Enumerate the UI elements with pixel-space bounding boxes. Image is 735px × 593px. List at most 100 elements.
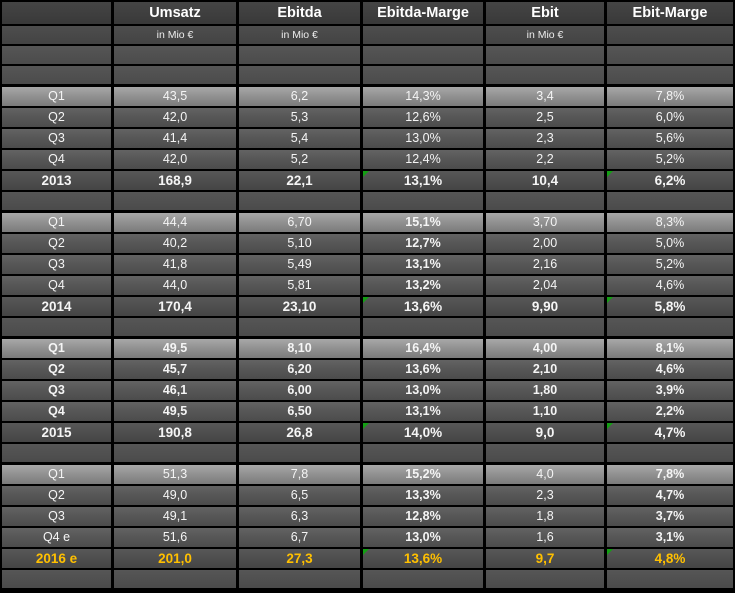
data-cell — [486, 318, 604, 336]
cell-text: Q1 — [48, 341, 65, 356]
cell-text: 5,81 — [287, 278, 312, 293]
data-cell: 10,4 — [486, 171, 604, 190]
row-label-cell: Q1 — [2, 339, 111, 358]
unit-label-cell — [363, 26, 483, 44]
data-cell — [239, 444, 360, 462]
cell-text: in Mio € — [281, 28, 318, 41]
row-label-cell: 2014 — [2, 297, 111, 316]
cell-text: 13,0% — [405, 530, 441, 545]
quarter-row: Q3 41,8 5,49 13,1% 2,16 5,2% — [2, 255, 733, 276]
data-cell: 4,7% — [607, 423, 733, 442]
empty-row — [2, 444, 733, 464]
data-cell: 7,8 — [239, 465, 360, 484]
row-label-cell: Q3 — [2, 507, 111, 526]
cell-text: Ebitda-Marge — [377, 4, 469, 21]
cell-text: 3,7% — [655, 509, 685, 524]
data-cell — [486, 570, 604, 588]
cell-text: 6,70 — [287, 215, 312, 230]
cell-text: 2014 — [41, 298, 72, 314]
cell-text: Q1 — [48, 215, 65, 230]
data-cell: 6,5 — [239, 486, 360, 505]
cell-text: 41,4 — [162, 131, 188, 146]
cell-text: 2015 — [41, 424, 72, 440]
cell-text: 23,10 — [282, 298, 317, 314]
data-cell: 5,8% — [607, 297, 733, 316]
data-cell: 2,3 — [486, 486, 604, 505]
data-cell — [486, 444, 604, 462]
column-header-cell — [2, 2, 111, 24]
cell-text: 5,4 — [290, 131, 309, 146]
cell-text: 7,8 — [290, 467, 309, 482]
quarter-row: Q3 41,4 5,4 13,0% 2,3 5,6% — [2, 129, 733, 150]
cell-text: Q3 — [48, 131, 65, 146]
cell-text: Q3 — [48, 383, 65, 398]
quarter-row: Q1 43,5 6,2 14,3% 3,4 7,8% — [2, 86, 733, 108]
cell-text: 6,00 — [287, 383, 312, 398]
data-cell: 1,80 — [486, 381, 604, 400]
green-corner-marker-icon — [607, 423, 613, 429]
cell-text: 13,2% — [405, 278, 441, 293]
data-cell: 4,6% — [607, 360, 733, 379]
cell-text: 13,6% — [403, 298, 443, 314]
data-cell: 13,6% — [363, 360, 483, 379]
row-label-cell: Q4 — [2, 402, 111, 421]
data-cell: 1,6 — [486, 528, 604, 547]
data-cell: 41,4 — [114, 129, 236, 148]
cell-text: 5,2 — [290, 152, 309, 167]
data-cell: 2,10 — [486, 360, 604, 379]
data-cell: 1,8 — [486, 507, 604, 526]
cell-text: 9,90 — [531, 298, 559, 314]
data-cell — [363, 570, 483, 588]
data-cell — [486, 46, 604, 64]
empty-row — [2, 318, 733, 338]
cell-text: 3,70 — [532, 215, 558, 230]
quarter-row: Q4 42,0 5,2 12,4% 2,2 5,2% — [2, 150, 733, 171]
data-cell: 5,10 — [239, 234, 360, 253]
data-cell: 5,49 — [239, 255, 360, 274]
cell-text: Q4 e — [42, 530, 71, 545]
row-label-cell: Q3 — [2, 129, 111, 148]
row-label-cell — [2, 318, 111, 336]
cell-text: in Mio € — [526, 28, 564, 41]
cell-text: 49,5 — [162, 341, 188, 356]
cell-text: 4,00 — [532, 341, 558, 356]
cell-text: 51,3 — [162, 467, 188, 482]
row-label-cell: Q1 — [2, 213, 111, 232]
data-cell: 15,2% — [363, 465, 483, 484]
cell-text: Q3 — [48, 257, 65, 272]
data-cell: 45,7 — [114, 360, 236, 379]
cell-text: 6,0% — [655, 110, 685, 125]
cell-text: 12,4% — [405, 152, 441, 167]
cell-text: 3,1% — [655, 530, 685, 545]
year-total-row: 2014 170,4 23,10 13,6% 9,90 5,8% — [2, 297, 733, 318]
data-cell: 2,04 — [486, 276, 604, 295]
data-cell: 49,1 — [114, 507, 236, 526]
data-cell: 43,5 — [114, 87, 236, 106]
cell-text: 2,04 — [532, 278, 558, 293]
data-cell: 14,3% — [363, 87, 483, 106]
data-cell — [607, 192, 733, 210]
cell-text: 5,0% — [655, 236, 685, 251]
quarter-row: Q1 44,4 6,70 15,1% 3,70 8,3% — [2, 212, 733, 234]
data-cell: 12,6% — [363, 108, 483, 127]
row-label-cell: Q2 — [2, 486, 111, 505]
green-corner-marker-icon — [607, 171, 613, 177]
data-cell: 4,00 — [486, 339, 604, 358]
cell-text: Q3 — [48, 509, 65, 524]
cell-text: 201,0 — [158, 550, 192, 566]
data-cell: 2,2% — [607, 402, 733, 421]
cell-text: 12,8% — [405, 509, 441, 524]
data-cell: 201,0 — [114, 549, 236, 568]
quarter-row: Q1 49,5 8,10 16,4% 4,00 8,1% — [2, 338, 733, 360]
cell-text: 4,7% — [655, 488, 685, 503]
data-cell: 44,4 — [114, 213, 236, 232]
cell-text: 13,6% — [405, 362, 441, 377]
cell-text: 16,4% — [405, 341, 441, 356]
cell-text: Q4 — [48, 278, 65, 293]
data-cell: 49,5 — [114, 339, 236, 358]
data-cell: 23,10 — [239, 297, 360, 316]
cell-text: 2016 e — [35, 550, 78, 566]
cell-text: 2,10 — [532, 362, 558, 377]
quarter-row: Q4 49,5 6,50 13,1% 1,10 2,2% — [2, 402, 733, 423]
